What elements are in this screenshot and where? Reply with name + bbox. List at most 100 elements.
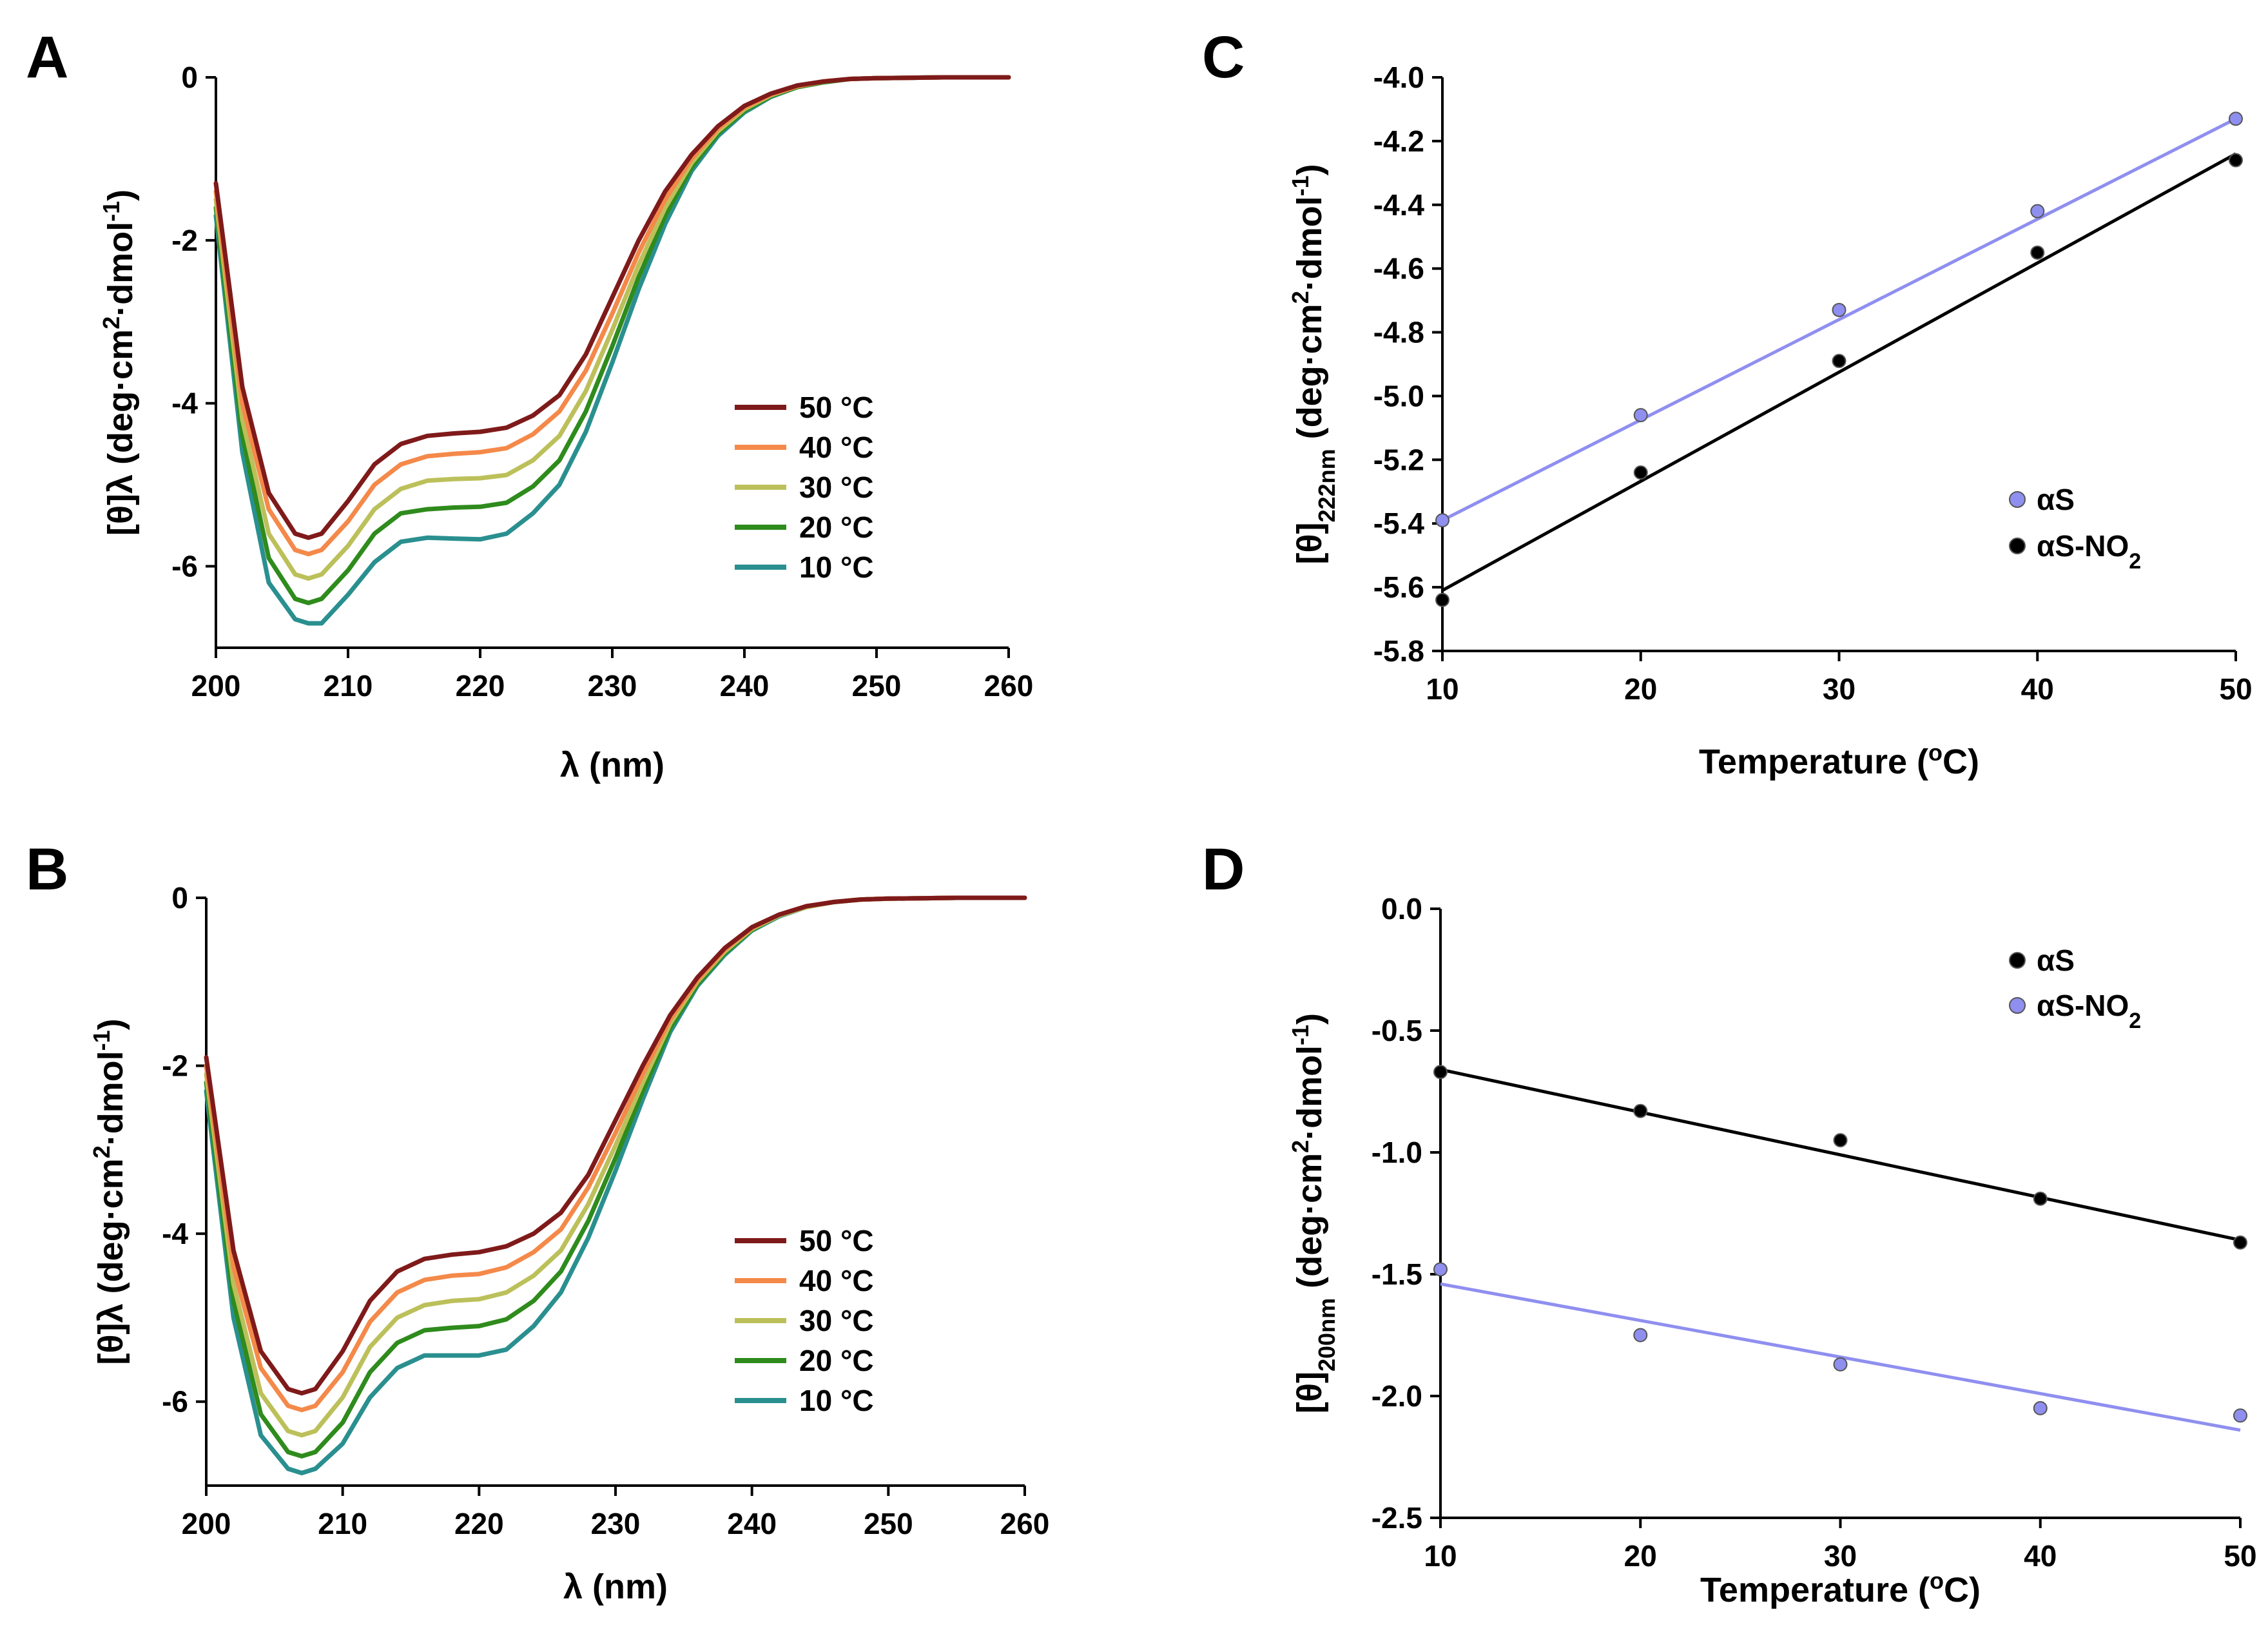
y-tick-label: -4.2 xyxy=(1373,124,1424,158)
y-tick-label: -4.6 xyxy=(1373,252,1424,286)
x-tick-label: 260 xyxy=(1000,1507,1050,1540)
x-tick-label: 230 xyxy=(588,669,637,703)
legend-marker xyxy=(2009,952,2026,969)
data-point xyxy=(2233,1408,2247,1423)
x-tick-label: 240 xyxy=(727,1507,777,1540)
panel-a: A 0 -2 -4 -6 200 210 220 230 240 250 260 λ (nm) [θ]λ … xyxy=(26,24,1033,784)
y-tick-label: 0 xyxy=(181,61,198,94)
legend-label: 10 °C xyxy=(799,550,874,584)
x-tick-label: 10 xyxy=(1426,672,1459,706)
y-axis-label: [θ]λ (deg·cm2·dmol-1) xyxy=(98,189,141,536)
y-tick-label: -2.5 xyxy=(1371,1501,1422,1535)
x-axis-label: λ (nm) xyxy=(560,746,664,784)
legend-label: 40 °C xyxy=(799,1264,874,1297)
legend-label: 40 °C xyxy=(799,431,874,464)
series-line-40c xyxy=(213,75,1011,557)
y-tick-label: 0 xyxy=(171,881,188,915)
panel-b: B 0 -2 -4 -6 200 210 220 230 240 250 260 λ (nm) [θ]λ … xyxy=(26,837,1049,1606)
x-tick-label: 200 xyxy=(182,1507,231,1540)
panel-letter: B xyxy=(26,837,68,902)
x-tick-label: 10 xyxy=(1424,1539,1457,1573)
y-tick-label: -6 xyxy=(162,1385,188,1419)
x-tick-label: 220 xyxy=(454,1507,504,1540)
data-point xyxy=(1633,408,1648,423)
x-tick-label: 40 xyxy=(2024,1539,2057,1573)
x-tick-label: 20 xyxy=(1624,672,1657,706)
y-tick-label: -2.0 xyxy=(1371,1379,1422,1413)
legend-label: 10 °C xyxy=(799,1384,874,1417)
y-tick-label: -5.2 xyxy=(1373,443,1424,476)
series-line-50c xyxy=(204,895,1027,1396)
x-tick-label: 250 xyxy=(864,1507,913,1540)
data-point xyxy=(2030,245,2045,260)
legend-marker xyxy=(2009,538,2026,554)
legend-label: αS xyxy=(2037,483,2075,516)
panel-letter: A xyxy=(26,24,68,90)
data-point xyxy=(2033,1401,2048,1415)
y-tick-label: -5.6 xyxy=(1373,570,1424,604)
fit-line xyxy=(1440,1068,2241,1242)
legend-label: αS xyxy=(2037,944,2075,977)
y-tick-label: -5.8 xyxy=(1373,634,1424,668)
y-tick-label: -1.0 xyxy=(1371,1136,1422,1169)
legend-label: 50 °C xyxy=(799,1224,874,1257)
data-point xyxy=(1833,1357,1848,1372)
y-tick-label: -1.5 xyxy=(1371,1257,1422,1291)
y-tick-label: -4.8 xyxy=(1373,316,1424,349)
data-point xyxy=(2229,153,2243,168)
legend-label: 30 °C xyxy=(799,1304,874,1337)
series-line-50c xyxy=(213,75,1011,540)
y-axis-label: [θ]222nm (deg·cm2·dmol-1) xyxy=(1287,164,1340,564)
y-axis-label: [θ]200nm (deg·cm2·dmol-1) xyxy=(1287,1013,1340,1413)
fit-line xyxy=(1441,117,2237,522)
y-tick-label: -4.4 xyxy=(1373,188,1425,222)
y-tick-label: 0.0 xyxy=(1381,892,1422,926)
data-point xyxy=(2030,204,2045,218)
y-tick-label: -4.0 xyxy=(1373,61,1424,94)
x-tick-label: 50 xyxy=(2224,1539,2256,1573)
data-point xyxy=(1433,1065,1448,1080)
data-point xyxy=(2229,112,2243,126)
x-tick-label: 20 xyxy=(1624,1539,1657,1573)
y-tick-label: -6 xyxy=(171,550,198,583)
x-tick-label: 30 xyxy=(1823,672,1856,706)
data-point xyxy=(1832,302,1846,317)
y-tick-label: -5.0 xyxy=(1373,379,1424,412)
panel-d: D 0.0 -0.5 -1.0 -1.5 -2.0 -2.510 20 30 40 50 Temper… xyxy=(1202,837,2257,1609)
fit-line xyxy=(1440,1282,2241,1432)
legend-label: 20 °C xyxy=(799,510,874,544)
x-tick-label: 260 xyxy=(984,669,1034,703)
x-tick-label: 200 xyxy=(191,669,241,703)
data-point xyxy=(1435,513,1449,528)
data-point xyxy=(1833,1133,1848,1148)
y-tick-label: -4 xyxy=(162,1217,188,1250)
y-tick-label: -4 xyxy=(171,387,198,420)
legend-label: 20 °C xyxy=(799,1344,874,1377)
x-tick-label: 230 xyxy=(591,1507,641,1540)
series-line-20c xyxy=(213,75,1011,605)
series-line-30c xyxy=(213,75,1011,581)
x-axis-label: Temperature (oC) xyxy=(1699,739,1979,782)
legend-marker xyxy=(2009,491,2026,508)
legend-label: 30 °C xyxy=(799,470,874,504)
panel-letter: C xyxy=(1202,24,1245,90)
y-tick-label: -5.4 xyxy=(1373,507,1425,540)
y-tick-label: -0.5 xyxy=(1371,1014,1422,1047)
data-point xyxy=(2033,1191,2048,1206)
x-tick-label: 210 xyxy=(318,1507,367,1540)
panel-c: C -4.0 -4.2 -4.4 -4.6 -4.8 -5.0 -5.2 -5.4 -5.6 -5.… xyxy=(1202,24,2253,781)
x-tick-label: 50 xyxy=(2219,672,2252,706)
data-point xyxy=(1633,1103,1648,1118)
x-axis-label: Temperature (oC) xyxy=(1700,1567,1981,1610)
y-tick-label: -2 xyxy=(171,224,198,257)
y-tick-label: -2 xyxy=(162,1049,188,1083)
x-tick-label: 240 xyxy=(720,669,770,703)
data-point xyxy=(1435,592,1449,607)
data-point xyxy=(1832,354,1846,369)
x-tick-label: 220 xyxy=(456,669,505,703)
panel-letter: D xyxy=(1202,837,1245,902)
x-tick-label: 210 xyxy=(324,669,373,703)
data-point xyxy=(1633,1328,1648,1343)
x-tick-label: 250 xyxy=(852,669,902,703)
